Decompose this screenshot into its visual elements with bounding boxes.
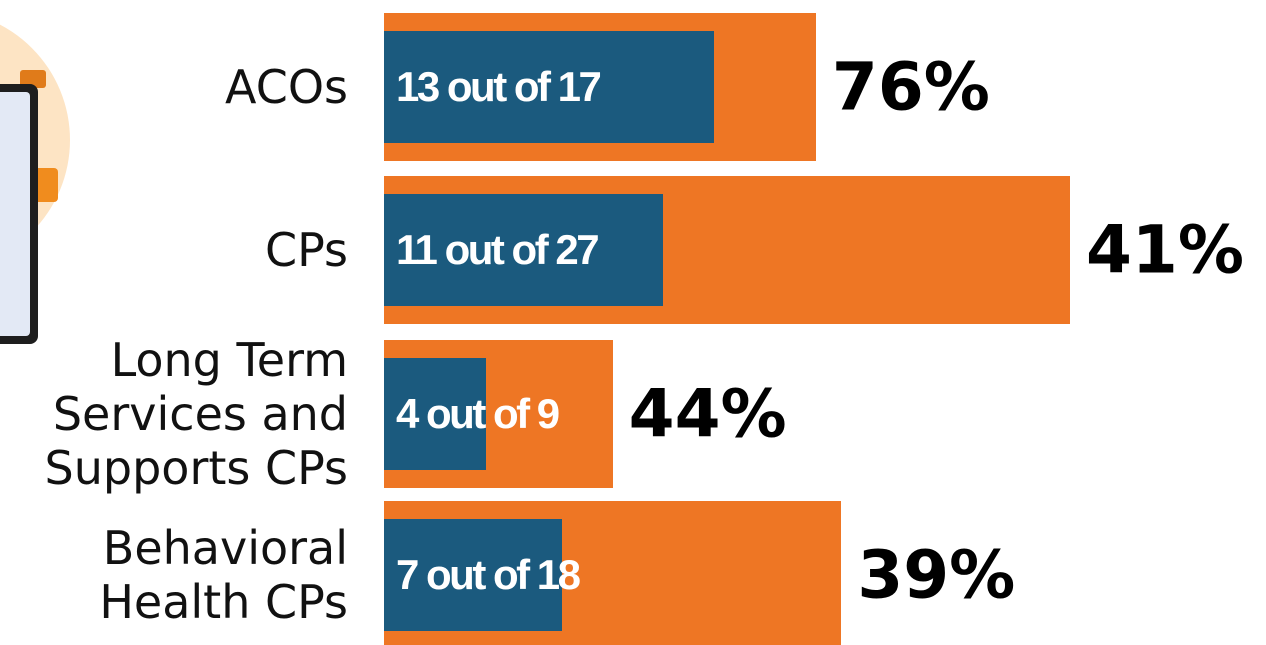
percent-label: 39% bbox=[857, 537, 1015, 614]
bar-label: 7 out of 18 bbox=[396, 551, 579, 599]
bar-label: 4 out of 9 bbox=[396, 390, 558, 438]
category-label: ACOs bbox=[3, 60, 348, 114]
chart: ACOs 13 out of 17 76% CPs 11 out of 27 41% Lon… bbox=[0, 0, 1266, 645]
bar-label: 13 out of 17 bbox=[396, 63, 599, 111]
bar-label: 11 out of 27 bbox=[396, 226, 597, 274]
percent-label: 41% bbox=[1086, 212, 1244, 289]
percent-label: 76% bbox=[832, 49, 990, 126]
percent-label: 44% bbox=[629, 376, 787, 453]
category-label: Long Term Services and Supports CPs bbox=[3, 333, 348, 495]
category-label: CPs bbox=[3, 223, 348, 277]
category-label: Behavioral Health CPs bbox=[3, 521, 348, 629]
